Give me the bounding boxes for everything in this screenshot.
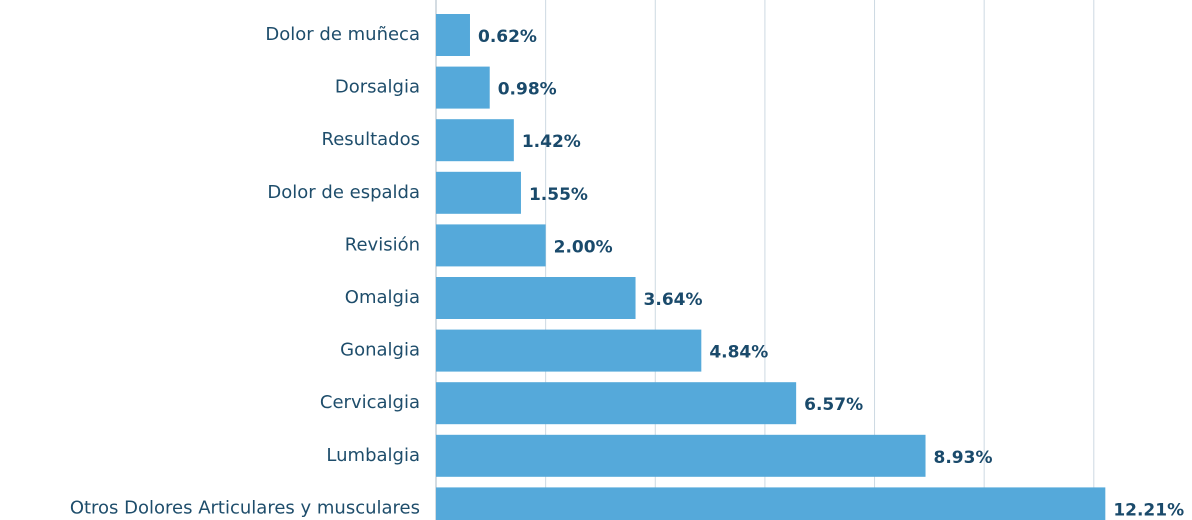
value-label: 4.84%	[709, 343, 768, 363]
category-label: Dolor de muñeca	[265, 24, 420, 45]
category-label: Omalgia	[345, 287, 420, 308]
bar	[436, 487, 1106, 520]
category-label: Dolor de espalda	[267, 182, 420, 203]
value-label: 1.42%	[522, 132, 581, 152]
value-label: 1.55%	[529, 185, 588, 205]
bar	[436, 329, 702, 372]
bar	[436, 224, 546, 267]
category-label: Cervicalgia	[320, 392, 420, 413]
bar	[436, 277, 636, 319]
bar	[436, 119, 514, 162]
category-label: Lumbalgia	[326, 445, 420, 466]
value-label: 2.00%	[554, 237, 613, 257]
bar	[436, 66, 490, 109]
value-label: 0.98%	[498, 80, 557, 100]
value-label: 8.93%	[934, 448, 993, 468]
bar	[436, 434, 926, 477]
value-label: 6.57%	[804, 395, 863, 415]
bar	[436, 14, 470, 56]
value-label: 0.62%	[478, 27, 537, 47]
category-label: Dorsalgia	[335, 77, 420, 98]
category-label: Resultados	[322, 129, 420, 150]
category-label: Otros Dolores Articulares y musculares	[70, 497, 420, 518]
bar	[436, 171, 521, 214]
category-label: Gonalgia	[340, 340, 420, 361]
value-label: 3.64%	[644, 290, 703, 310]
bar	[436, 382, 797, 425]
category-label: Revisión	[345, 234, 420, 255]
value-label: 12.21%	[1113, 500, 1184, 520]
